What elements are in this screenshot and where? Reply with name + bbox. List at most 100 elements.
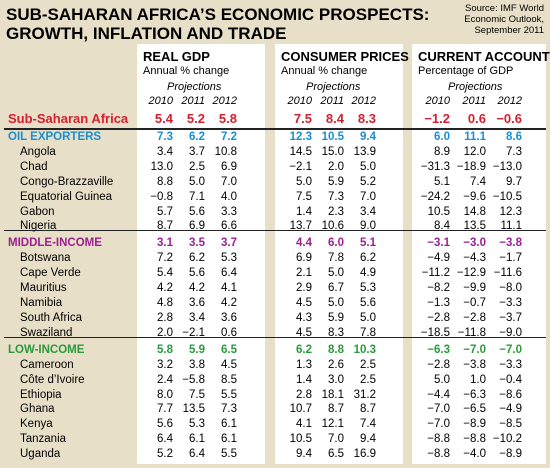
table-cell: 4.5 [296, 326, 312, 339]
projections-label: Projections [167, 81, 222, 93]
table-cell: 3.8 [189, 358, 205, 371]
table-cell: −8.8 [427, 433, 450, 446]
table-cell: 7.8 [360, 326, 376, 339]
table-cell: −4.3 [463, 252, 486, 265]
table-cell: −8.8 [427, 448, 450, 461]
table-cell: 8.8 [157, 175, 173, 188]
country-label: Uganda [20, 448, 61, 461]
table-cell: 4.4 [296, 237, 312, 250]
table-cell: 4.5 [296, 297, 312, 309]
table-cell: 9.7 [506, 175, 522, 188]
section-label: OIL EXPORTERS [8, 131, 102, 143]
table-cell: 7.3 [328, 190, 344, 203]
table-cell: −3.0 [463, 237, 486, 250]
table-cell: 1.4 [296, 205, 312, 218]
table-cell: −2.8 [427, 358, 450, 371]
table-cell: 2.6 [328, 358, 344, 371]
table-cell: 1.3 [296, 358, 312, 371]
table-cell: −9.9 [463, 282, 486, 295]
table-cell: −4.9 [499, 403, 522, 416]
table-cell: 14.8 [463, 205, 486, 218]
table-cell: 6.4 [221, 267, 237, 280]
table-cell: 8.7 [360, 403, 376, 416]
table-cell: 4.2 [221, 297, 237, 309]
table-cell: 5.1 [360, 237, 376, 250]
table-cell: 5.9 [328, 311, 344, 324]
table-cell: 8.4 [325, 111, 344, 126]
table-cell: 7.0 [221, 175, 237, 188]
table-cell: −11.2 [421, 267, 450, 280]
table-cell: −2.8 [463, 311, 486, 324]
table-cell: 6.2 [189, 131, 205, 143]
source-line: Source: IMF World [464, 3, 544, 14]
table-cell: 5.5 [221, 388, 237, 401]
table-cell: 6.6 [221, 220, 237, 233]
table-cell: 5.9 [189, 343, 205, 356]
table-cell: 6.5 [328, 448, 344, 461]
table-cell: −7.0 [499, 343, 522, 356]
table-cell: −11.8 [457, 326, 486, 339]
table-cell: 12.3 [499, 205, 522, 218]
table-cell: 3.5 [189, 237, 205, 250]
table-cell: 8.3 [357, 111, 376, 126]
table-cell: −4.0 [463, 448, 486, 461]
table-cell: 6.9 [296, 252, 312, 265]
table-cell: −8.0 [499, 282, 522, 295]
table-cell: 7.3 [506, 145, 522, 158]
table-cell: 6.7 [328, 282, 344, 295]
table-cell: 11.1 [500, 220, 522, 233]
table-cell: −18.9 [456, 160, 486, 173]
table-cell: 10.6 [321, 220, 344, 233]
table-cell: 8.7 [157, 220, 173, 233]
table-cell: 3.1 [157, 237, 173, 250]
table-cell: −3.8 [463, 358, 486, 371]
country-label: Gabon [20, 205, 55, 218]
table-cell: 5.3 [189, 418, 205, 431]
table-cell: 5.3 [360, 282, 376, 295]
table-cell: −6.5 [463, 403, 486, 416]
table-cell: 9.4 [360, 131, 376, 143]
table-cell: 13.5 [182, 403, 205, 416]
country-label: Tanzania [20, 433, 67, 446]
table-cell: −8.9 [463, 418, 486, 431]
table-cell: −4.9 [427, 252, 450, 265]
table-cell: −2.8 [427, 311, 450, 324]
table-cell: 10.8 [214, 145, 237, 158]
table-cell: 7.4 [470, 175, 486, 188]
table-cell: −0.8 [150, 190, 173, 203]
country-label: Cape Verde [20, 267, 81, 280]
column-panel [137, 44, 265, 464]
table-cell: −7.0 [427, 418, 450, 431]
country-label: Cameroon [20, 358, 74, 371]
table-cell: 5.6 [157, 418, 173, 431]
year-label: 2011 [462, 95, 486, 107]
table-cell: −8.9 [499, 448, 522, 461]
table-cell: 10.7 [289, 403, 312, 416]
table-cell: 7.5 [293, 111, 312, 126]
country-label: Ethiopia [20, 388, 62, 401]
table-cell: 0.6 [221, 326, 237, 339]
table-cell: 10.5 [427, 205, 450, 218]
table-cell: 5.2 [360, 175, 376, 188]
group-subtitle: Percentage of GDP [418, 65, 514, 77]
table-cell: 14.5 [289, 145, 312, 158]
table-cell: −0.6 [496, 111, 522, 126]
table-cell: 2.1 [296, 267, 312, 280]
table-cell: 4.1 [296, 418, 312, 431]
table-cell: 3.4 [189, 311, 205, 324]
group-title: CONSUMER PRICES [281, 49, 409, 64]
projections-label: Projections [448, 81, 503, 93]
table-cell: −10.5 [492, 190, 522, 203]
country-label: Nigeria [20, 220, 57, 233]
table-cell: 2.5 [189, 160, 205, 173]
title-line: SUB-SAHARAN AFRICA’S ECONOMIC PROSPECTS: [6, 5, 430, 24]
table-cell: 5.2 [157, 448, 173, 461]
table-cell: −9.0 [499, 326, 522, 339]
table-cell: 1.0 [470, 373, 486, 386]
table-cell: 5.0 [328, 267, 344, 280]
group-subtitle: Annual % change [143, 65, 230, 77]
table-cell: 4.2 [157, 282, 173, 295]
table-cell: 0.6 [467, 111, 486, 126]
table-cell: 4.3 [296, 311, 312, 324]
table-cell: −3.1 [427, 237, 450, 250]
